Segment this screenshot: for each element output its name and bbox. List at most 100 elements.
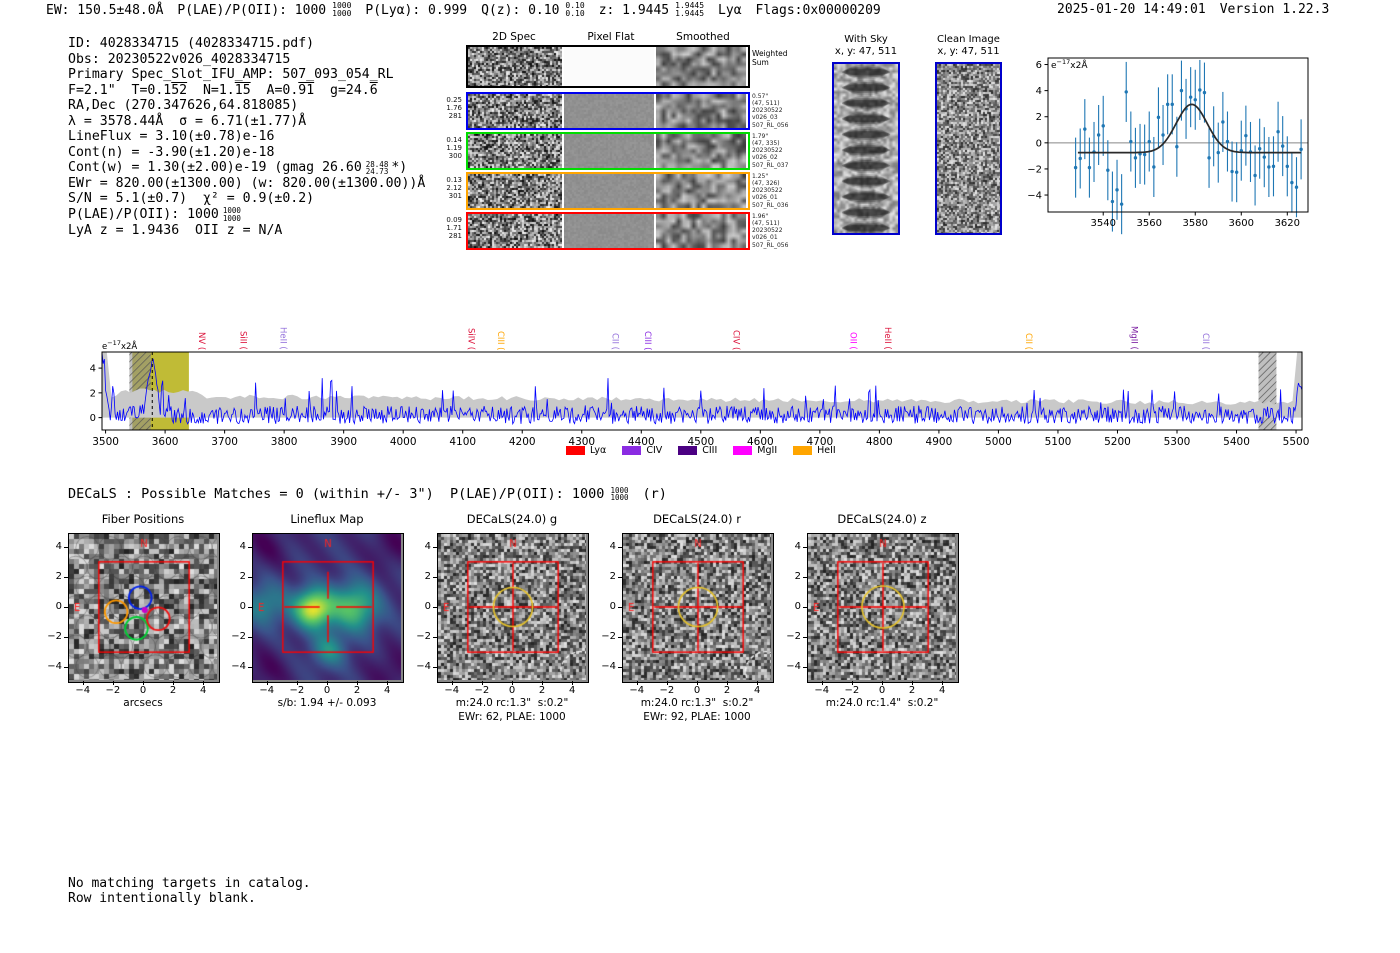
spectrum-y-tick: 2 bbox=[90, 388, 96, 399]
cutout-y-tick: 2 bbox=[609, 570, 616, 582]
spectrum-x-tick: 4600 bbox=[747, 436, 774, 448]
cutout-x-tick: −2 bbox=[844, 685, 860, 696]
spectrum-x-tick: 4100 bbox=[449, 436, 476, 448]
decals-match-header: DECaLS : Possible Matches = 0 (within +/… bbox=[68, 486, 681, 502]
info-frac-bot: 1000 bbox=[222, 213, 241, 223]
fiber-row-weight-value: 0.09 bbox=[446, 216, 462, 224]
info-frac-top: 28.48 bbox=[365, 159, 389, 169]
y-tick-label: 4 bbox=[1036, 86, 1042, 97]
fiber-row-weight-value: 0.14 bbox=[446, 136, 462, 144]
info-line-7: LineFlux = 3.10(±0.78)e-16 bbox=[68, 129, 498, 145]
cutout-y-tickmark bbox=[64, 576, 68, 578]
cutout-x-tick: 0 bbox=[508, 685, 516, 696]
cutout-x-tick: −2 bbox=[659, 685, 675, 696]
cutout-y-tick: −2 bbox=[231, 631, 246, 643]
cutout-y-tick: 0 bbox=[239, 601, 246, 612]
spectrum-x-tick: 3500 bbox=[92, 436, 119, 448]
data-point bbox=[1198, 88, 1202, 92]
fiber-row-annotation-line: 507_RL_056 bbox=[752, 121, 789, 129]
fiber-cutout-row bbox=[466, 172, 750, 210]
cutout-y-tick: 4 bbox=[55, 540, 62, 552]
data-point bbox=[1244, 133, 1248, 138]
cutout-y-tick: −2 bbox=[416, 631, 431, 643]
data-point bbox=[1290, 180, 1294, 185]
spectrum-x-tick: 4800 bbox=[866, 436, 893, 448]
line-label-siii: SiII ( bbox=[235, 298, 249, 350]
fiber-row-annotation-line: 1.79" bbox=[752, 132, 769, 140]
detection-info-block: ID: 4028334715 (4028334715.pdf) Obs: 2023… bbox=[68, 36, 498, 238]
sky-canvas bbox=[834, 64, 898, 233]
info-text: Primary Spec_Slot_IFU_AMP: 507_093_054_R… bbox=[68, 67, 394, 83]
spectrum-x-tick: 4300 bbox=[568, 436, 595, 448]
sky-panel-xy-text: x, y: 47, 511 bbox=[834, 46, 898, 57]
cutout-title: Fiber Positions bbox=[101, 512, 185, 526]
cutout-y-tickmark bbox=[433, 546, 437, 548]
data-point bbox=[1156, 115, 1161, 120]
header-item-text: Flags:0x00000209 bbox=[755, 2, 881, 18]
cutout-y-tick: −4 bbox=[47, 661, 62, 673]
data-point bbox=[1106, 168, 1110, 172]
cutout-xlabel: arcsecs bbox=[123, 697, 163, 709]
cutout-x-tickmark bbox=[851, 681, 853, 685]
x-tick-label: 3560 bbox=[1137, 218, 1162, 229]
cutout-y-tickmark bbox=[248, 607, 252, 608]
cutout-x-tick: −4 bbox=[444, 685, 460, 696]
pixel-flat-image bbox=[564, 47, 654, 86]
cutout-panel-3 bbox=[437, 533, 589, 683]
info-text: F=2.1" T=0.1 bbox=[68, 82, 172, 98]
info-text: Cont(n) = -3.90(±1.20)e-18 bbox=[68, 144, 275, 160]
fiber-row-annotation-line: 0.57" bbox=[752, 92, 769, 100]
cutout-y-tickmark bbox=[433, 667, 437, 669]
cutout-x-tick: 2 bbox=[908, 685, 916, 696]
cutout-x-tickmark bbox=[542, 681, 544, 685]
sky-panel-xy-text: x, y: 47, 511 bbox=[937, 46, 1000, 57]
line-label-cii: CII ( bbox=[1198, 298, 1212, 350]
smoothed-image bbox=[656, 174, 746, 208]
with-sky-image bbox=[832, 62, 900, 235]
spec2d-column-title: Smoothed bbox=[676, 31, 730, 43]
fiber-row-annotation-line: 507_RL_037 bbox=[752, 161, 789, 169]
spectrum-x-tick: 4900 bbox=[926, 436, 953, 448]
header-item-text: P(LAE)/P(OII): 1000 bbox=[177, 2, 327, 18]
y-tick-label: −4 bbox=[1027, 191, 1042, 202]
sky-panel-title-text: Clean Image bbox=[937, 34, 1000, 45]
cutout-y-tick: −2 bbox=[601, 631, 616, 643]
cutout-x-tick: 4 bbox=[754, 685, 761, 696]
header-item-frac-top: 0.10 bbox=[565, 1, 585, 10]
info-line-8: Cont(n) = -3.90(±1.20)e-18 bbox=[68, 145, 498, 161]
cutout-y-tickmark bbox=[433, 637, 437, 639]
cutout-y-tick: 4 bbox=[424, 540, 431, 552]
info-text: 52 bbox=[171, 82, 188, 98]
y-tick-label: 6 bbox=[1036, 60, 1042, 71]
fiber-row-annotation-line: 20230522 bbox=[752, 187, 783, 195]
info-line-9: Cont(w) = 1.30(±2.00)e-19 (gmag 26.60 28.… bbox=[68, 160, 498, 176]
data-point bbox=[1276, 130, 1280, 134]
data-point bbox=[1124, 90, 1128, 94]
report-summary-header: EW: 150.5±48.0Å P(LAE)/P(OII): 1000 1000 10… bbox=[46, 2, 895, 18]
data-point bbox=[1110, 199, 1115, 204]
cutout-y-tickmark bbox=[64, 637, 68, 639]
info-line-5: RA,Dec (270.347626,64.818085) bbox=[68, 98, 498, 114]
fiber-row-weight-value: 1.19 bbox=[446, 144, 462, 153]
data-point bbox=[1073, 165, 1078, 170]
data-point bbox=[1257, 147, 1262, 151]
data-point bbox=[1179, 88, 1184, 93]
cutout-y-tick: 4 bbox=[609, 540, 616, 552]
fiber-row-weight-value: 281 bbox=[448, 232, 462, 241]
data-point bbox=[1101, 124, 1105, 128]
decals-header-frac: 1000 1000 bbox=[610, 486, 628, 502]
info-text: λ = 3578.44Å σ = 6.71(±1.77)Å bbox=[68, 113, 307, 129]
data-point bbox=[1299, 147, 1303, 152]
cutout-image-canvas bbox=[623, 534, 771, 680]
x-tick-label: 3540 bbox=[1090, 218, 1115, 229]
legend-item-mgii: MgII bbox=[733, 445, 777, 456]
cutout-x-tickmark bbox=[697, 681, 698, 685]
data-point bbox=[1267, 165, 1271, 169]
spectrum-x-tick: 3800 bbox=[271, 436, 298, 448]
legend-item-heii: HeII bbox=[793, 445, 836, 456]
cutout-x-tick: 0 bbox=[878, 685, 886, 696]
spectrum-x-tick: 4000 bbox=[390, 436, 417, 448]
data-point bbox=[1096, 133, 1101, 137]
header-item-text: EW: 150.5±48.0Å bbox=[46, 2, 164, 18]
fiber-row-weight-value: 0.13 bbox=[446, 176, 462, 184]
